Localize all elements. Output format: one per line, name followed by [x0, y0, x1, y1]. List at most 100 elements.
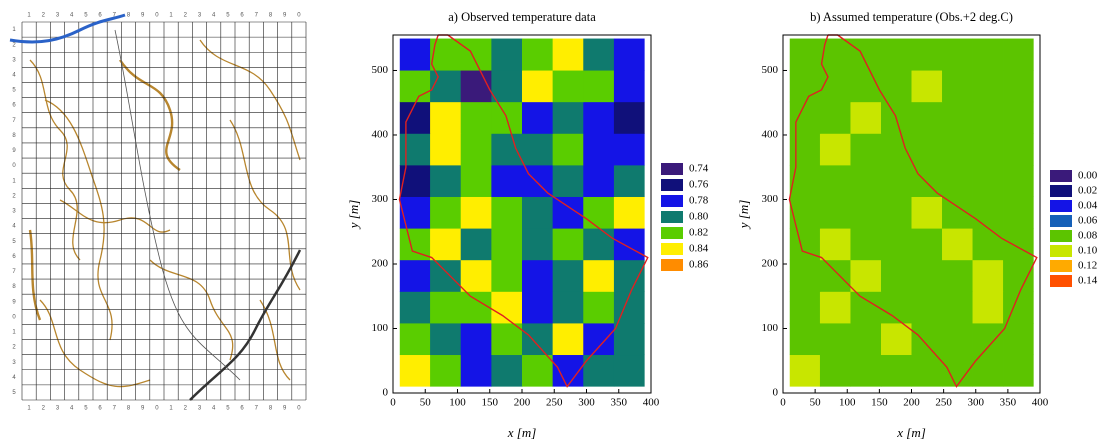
contour-cell [942, 133, 973, 166]
contour-cell [430, 323, 462, 356]
contour-cell [911, 323, 943, 356]
map-row-label: 3 [12, 360, 16, 366]
contour-cell [850, 38, 882, 71]
contour-cell [613, 133, 645, 166]
map-row-label: 2 [12, 42, 16, 48]
contour-cell [819, 133, 851, 166]
map-row-label: 2 [12, 193, 16, 199]
map-row-label: 3 [12, 209, 16, 215]
contour-cell [522, 323, 554, 356]
contour-cell [460, 228, 492, 261]
map-row-label: 4 [12, 72, 16, 78]
contour-cell [880, 196, 912, 229]
legend-swatch [661, 259, 683, 271]
x-tick-label: 300 [578, 397, 595, 409]
contour-cell [789, 196, 821, 229]
map-column-label: 1 [27, 13, 31, 19]
map-column-label: 4 [212, 13, 216, 19]
map-row-label: 6 [12, 254, 16, 260]
contour-cell [850, 323, 882, 356]
contour-cell [850, 70, 882, 103]
contour-cell [460, 70, 492, 103]
legend-swatch [661, 211, 683, 223]
contour [29, 59, 81, 261]
x-tick-label: 350 [611, 397, 628, 409]
contour-cell [942, 228, 973, 261]
map-column-label: 8 [127, 13, 131, 19]
y-tick-label: 0 [773, 387, 779, 399]
map-column-label: 4 [212, 406, 216, 412]
x-tick-label: 50 [420, 397, 432, 409]
contour-cell [1003, 354, 1034, 387]
x-tick-label: 400 [1032, 397, 1049, 409]
contour-cell [942, 38, 973, 71]
legend-label: 0.08 [1078, 230, 1098, 242]
map-row-label: 0 [12, 314, 16, 320]
contour-cell [789, 101, 821, 134]
x-tick-label: 100 [449, 397, 466, 409]
legend-label: 0.02 [1078, 185, 1097, 197]
contour [44, 99, 113, 341]
contour-cell [819, 259, 851, 292]
contour-cell [819, 196, 851, 229]
contour-cell [880, 164, 912, 197]
contour-cell [880, 354, 912, 387]
map-column-label: 7 [255, 406, 259, 412]
map-column-label: 6 [98, 406, 102, 412]
contour-cell [789, 259, 821, 292]
legend-swatch [1050, 230, 1072, 242]
contour-cell [972, 38, 1004, 71]
y-tick-label: 300 [762, 193, 779, 205]
contour-cell [1003, 38, 1034, 71]
contour-cell [583, 133, 615, 166]
map-column-label: 4 [70, 13, 74, 19]
contour-cell [789, 70, 821, 103]
legend-swatch [1050, 170, 1072, 182]
contour-cell [430, 196, 462, 229]
contour-cell [1003, 259, 1034, 292]
contour-cell [911, 38, 943, 71]
x-tick-label: 350 [1000, 397, 1017, 409]
contour-cell [522, 101, 554, 134]
x-tick-label: 0 [780, 397, 786, 409]
contour-cell [613, 101, 645, 134]
contour-cell [880, 38, 912, 71]
contour-cell [850, 196, 882, 229]
legend-label: 0.84 [689, 243, 709, 255]
map-row-label: 0 [12, 163, 16, 169]
contour-cell [583, 354, 615, 387]
map-column-label: 6 [98, 13, 102, 19]
contour-cell [430, 70, 462, 103]
x-tick-label: 250 [935, 397, 952, 409]
contour-cell [522, 228, 554, 261]
map-row-label: 2 [12, 345, 16, 351]
contour-cell [911, 133, 943, 166]
contour-cell [583, 228, 615, 261]
x-tick-label: 150 [482, 397, 499, 409]
y-tick-label: 100 [372, 322, 389, 334]
contour-cell [972, 228, 1004, 261]
map-column-label: 9 [141, 13, 145, 19]
contour [229, 119, 301, 291]
map-row-label: 1 [12, 178, 16, 184]
contour-cell [460, 38, 492, 71]
map-row-label: 7 [12, 269, 16, 275]
contour-cell [789, 291, 821, 324]
contour-cell [972, 354, 1004, 387]
legend-swatch [661, 163, 683, 175]
contour-cell [613, 323, 645, 356]
map-column-label: 7 [113, 406, 117, 412]
legend-label: 0.76 [689, 179, 709, 191]
contour-cell [491, 70, 523, 103]
x-tick-label: 300 [968, 397, 985, 409]
legend-label: 0.78 [689, 195, 709, 207]
legend-label: 0.12 [1078, 260, 1097, 272]
y-axis-label: y [m] [736, 200, 751, 231]
contour-cell [942, 259, 973, 292]
map-column-label: 1 [27, 406, 31, 412]
contour [59, 199, 171, 233]
contour-cell [460, 196, 492, 229]
map-row-label: 3 [12, 57, 16, 63]
contour-cell [399, 164, 431, 197]
